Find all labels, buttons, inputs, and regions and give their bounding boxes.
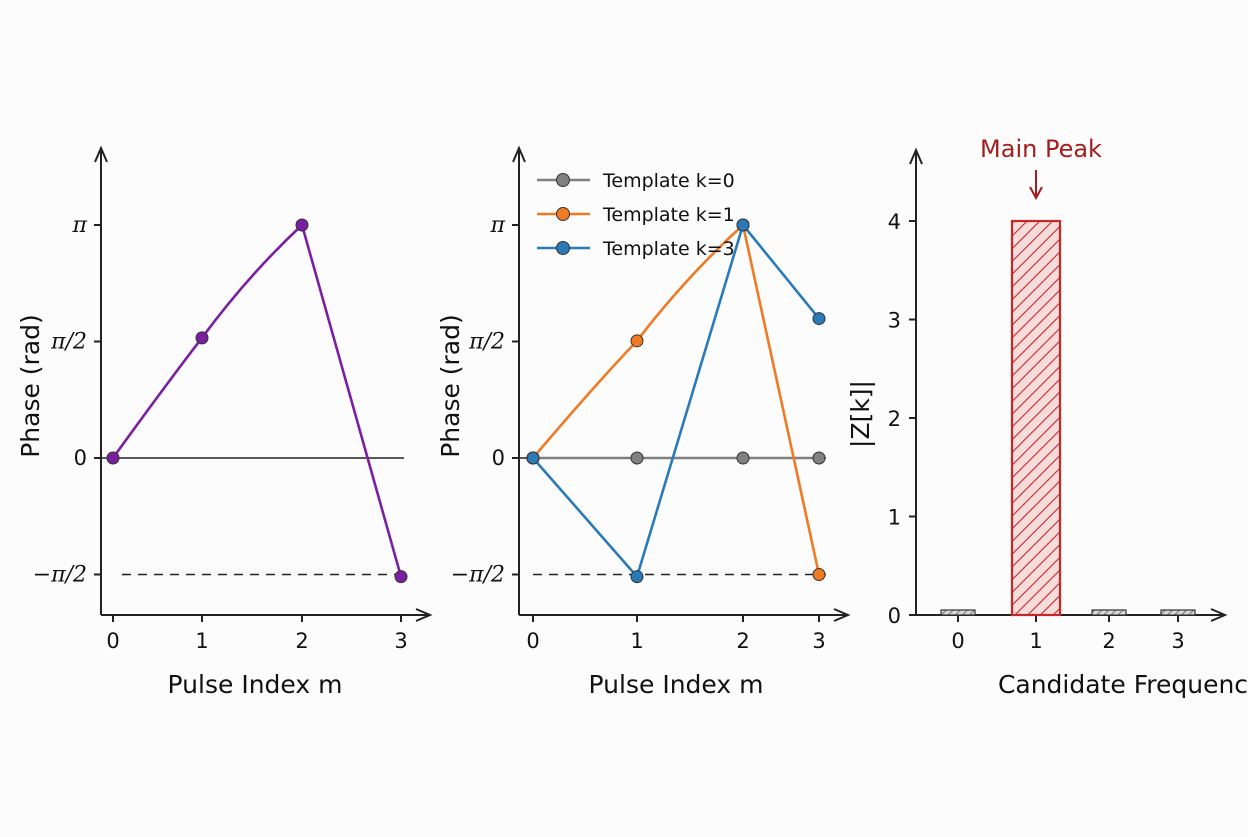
x-tick-label: 1 (630, 629, 643, 653)
y-axis-label: Phase (rad) (436, 314, 465, 458)
data-point (394, 570, 408, 584)
y-tick-label: π/2 (468, 329, 505, 354)
y-tick-label: 0 (492, 446, 505, 470)
series-line-template-k-3 (532, 223, 821, 578)
y-tick-label: 4 (888, 210, 901, 234)
x-tick-label: 0 (526, 629, 539, 653)
y-tick-label: π (72, 213, 88, 238)
y-tick-label: 0 (888, 604, 901, 628)
data-point (106, 451, 120, 465)
bar-panel: 0 1 2 3 4 0 1 2 3 Candidate Frequency Index k |Z[k… (846, 135, 1248, 699)
legend-entry: Template k=0 (602, 170, 735, 192)
legend-entry: Template k=1 (602, 204, 735, 226)
series-line-template-k-1 (532, 223, 821, 575)
bar-k-2 (1091, 609, 1127, 616)
bar-k-0 (940, 609, 976, 616)
y-axis-arrow (94, 145, 108, 163)
data-point (630, 334, 644, 348)
data-point (736, 451, 750, 465)
y-tick-label: 3 (888, 309, 901, 333)
y-tick-label: 0 (74, 446, 87, 470)
x-axis-label: Pulse Index m (168, 670, 343, 699)
x-tick-label: 1 (195, 629, 208, 653)
y-tick-label: 2 (888, 407, 901, 431)
data-point (630, 451, 644, 465)
line-panel-1: π π/2 0 −π/2 0 1 2 3 Pulse Index m Phase (rad) (16, 145, 433, 699)
y-tick-label: −π/2 (451, 563, 505, 588)
line-panel-2: π π/2 0 −π/2 0 1 2 3 Pulse Index m Phase (rad) Tem… (436, 145, 851, 699)
data-point (736, 218, 750, 232)
data-point (195, 331, 209, 345)
x-tick-label: 0 (951, 629, 964, 653)
data-point (812, 568, 826, 582)
x-axis-arrow (833, 608, 851, 622)
main-peak-annotation: Main Peak (980, 135, 1102, 163)
x-axis-label: Pulse Index m (589, 670, 764, 699)
data-point (295, 218, 309, 232)
data-point (812, 312, 826, 326)
data-point (812, 451, 826, 465)
x-axis-label: Candidate Frequency Index k (998, 670, 1248, 699)
x-axis-arrow (415, 608, 433, 622)
x-tick-label: 3 (1171, 629, 1184, 653)
x-tick-label: 3 (394, 629, 407, 653)
x-tick-label: 1 (1029, 629, 1042, 653)
annotation-arrow-head (1029, 186, 1043, 201)
legend-swatch-marker (556, 241, 570, 255)
data-point (526, 451, 540, 465)
series-line-phase (111, 223, 403, 578)
x-tick-label: 2 (295, 629, 308, 653)
y-tick-label: −π/2 (33, 563, 87, 588)
legend-swatch-marker (556, 207, 570, 221)
data-point (630, 570, 644, 584)
x-tick-label: 2 (736, 629, 749, 653)
bar-k-3 (1160, 609, 1196, 616)
legend-entry: Template k=3 (602, 238, 735, 260)
x-tick-label: 0 (106, 629, 119, 653)
y-axis-label: Phase (rad) (16, 314, 45, 458)
y-tick-label: 1 (888, 506, 901, 530)
y-axis-label: |Z[k]| (846, 380, 875, 448)
y-axis-arrow (512, 145, 526, 163)
x-axis-arrow (1210, 608, 1228, 622)
y-tick-label: π/2 (50, 329, 87, 354)
y-tick-label: π (490, 213, 506, 238)
y-axis-arrow (909, 147, 923, 165)
legend-swatch-marker (556, 173, 570, 187)
bar-k-1 (1010, 219, 1062, 617)
x-tick-label: 2 (1102, 629, 1115, 653)
x-tick-label: 3 (812, 629, 825, 653)
